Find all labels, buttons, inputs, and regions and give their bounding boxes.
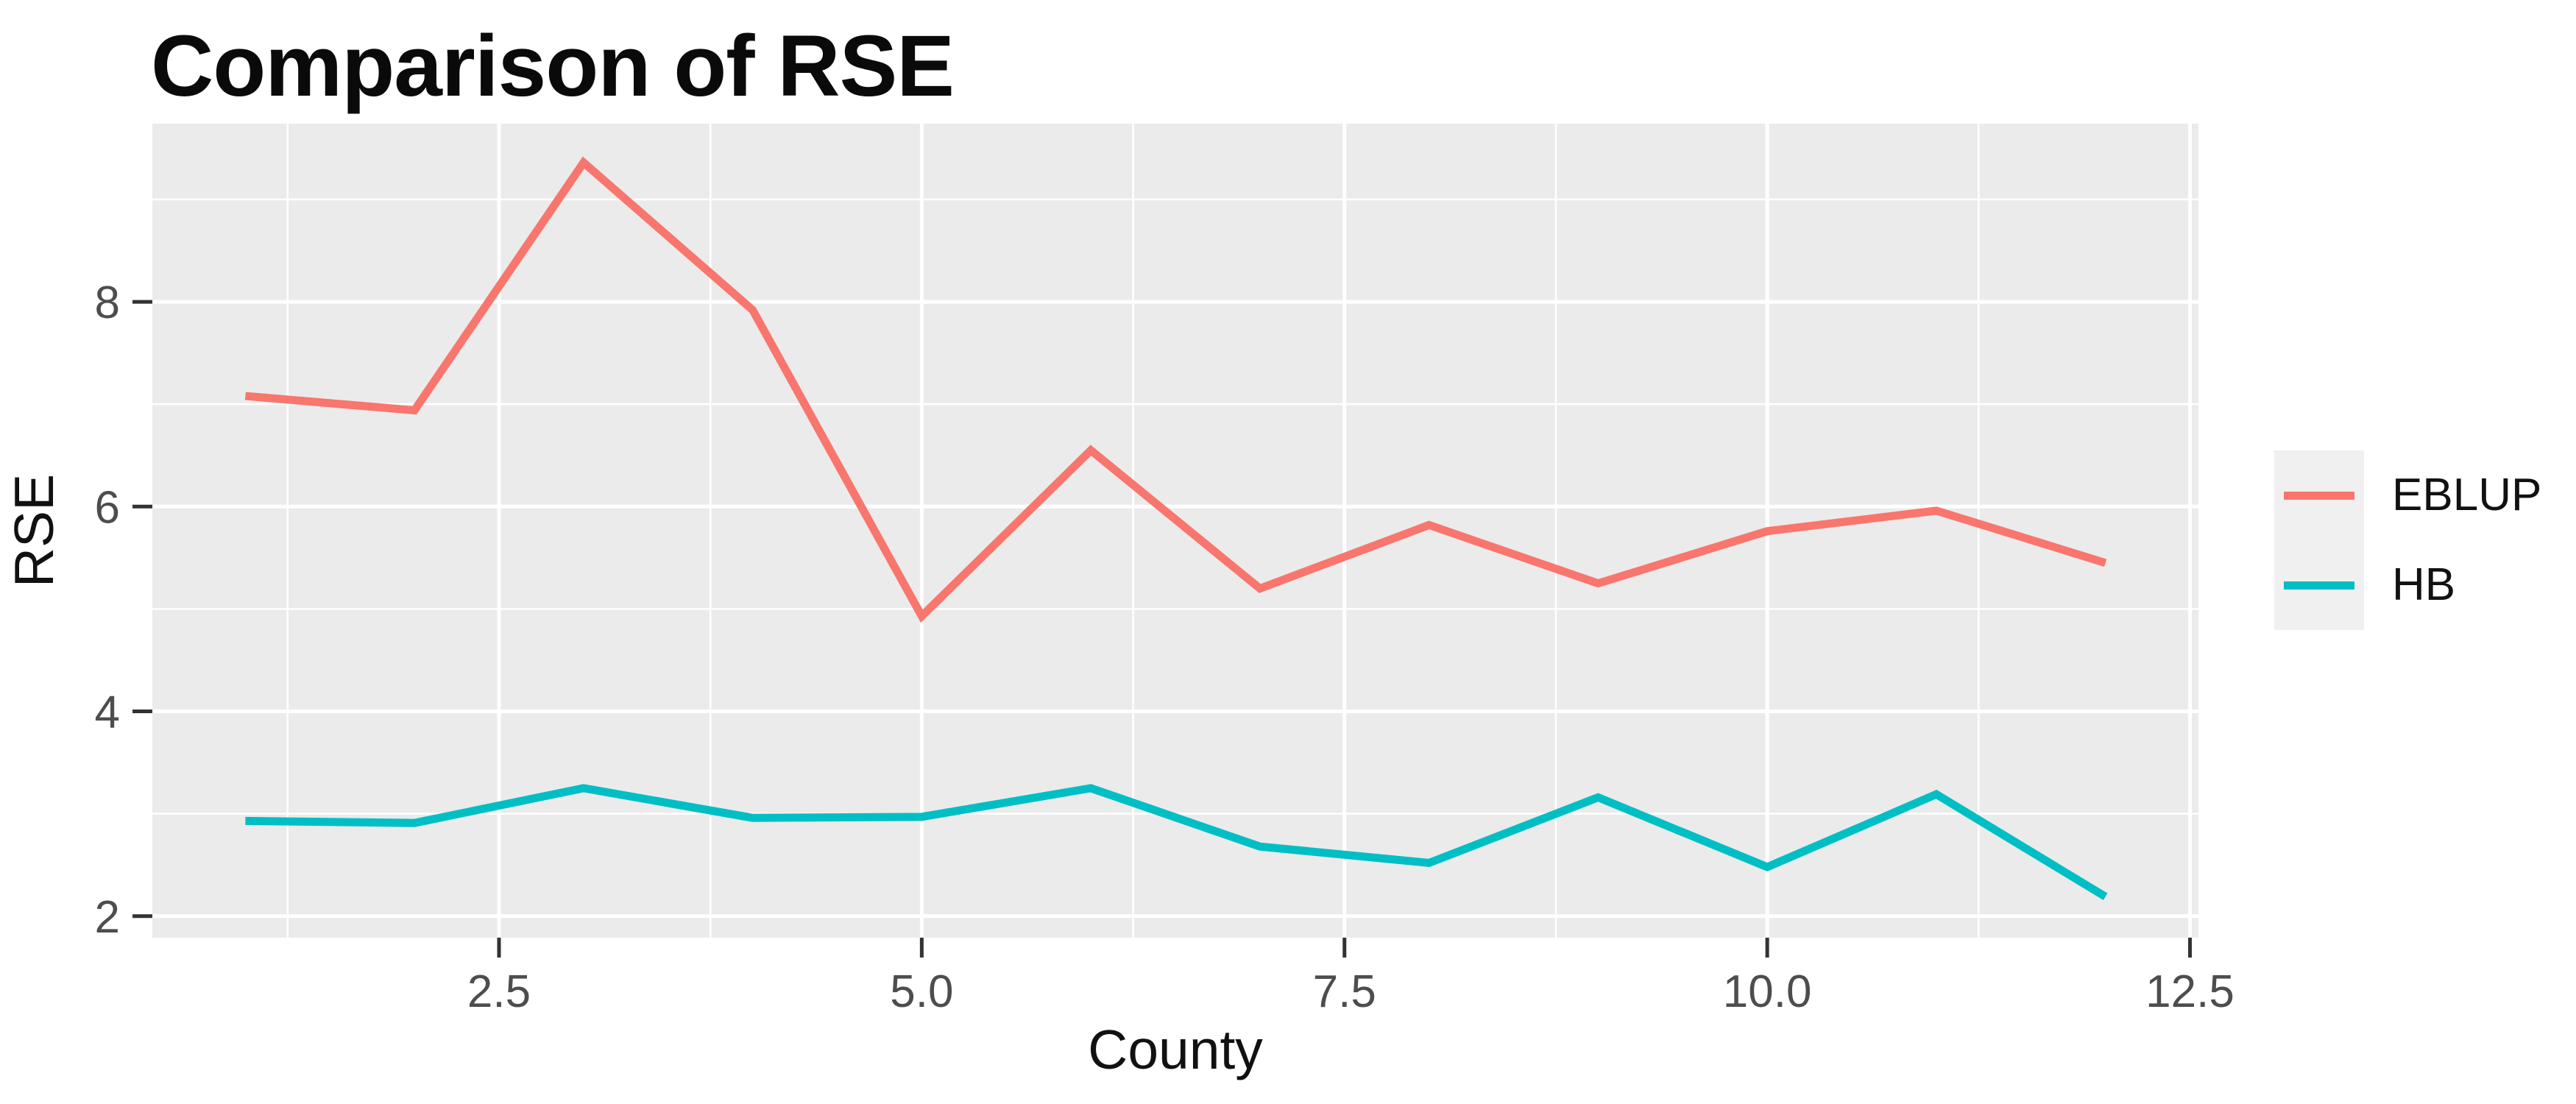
x-tick-label: 7.5 (1313, 966, 1376, 1017)
y-axis-title: RSE (3, 474, 65, 587)
y-tick-label: 4 (95, 687, 120, 738)
x-tick-label: 2.5 (467, 966, 531, 1017)
legend-label-hb: HB (2392, 559, 2456, 610)
y-tick-label: 8 (95, 277, 120, 328)
hb-line-swatch (2284, 581, 2354, 590)
series-line-eblup (244, 156, 2107, 623)
x-tick-label: 5.0 (890, 966, 953, 1017)
legend: EBLUP HB (2274, 450, 2541, 630)
panel-background (152, 124, 2198, 938)
legend-item-eblup: EBLUP (2274, 450, 2541, 540)
legend-key-eblup (2274, 450, 2364, 540)
y-tick-label: 6 (95, 482, 120, 533)
x-tick-label: 12.5 (2145, 966, 2234, 1017)
eblup-line-swatch (2284, 491, 2354, 500)
legend-label-eblup: EBLUP (2392, 470, 2542, 520)
series-line-hb (245, 784, 2108, 901)
x-axis-title: County (1088, 1019, 1263, 1080)
legend-item-hb: HB (2274, 540, 2541, 630)
x-tick-label: 10.0 (1723, 966, 1812, 1017)
legend-key-hb (2274, 540, 2364, 630)
chart-title: Comparison of RSE (151, 18, 955, 115)
y-tick-label: 2 (95, 892, 120, 943)
